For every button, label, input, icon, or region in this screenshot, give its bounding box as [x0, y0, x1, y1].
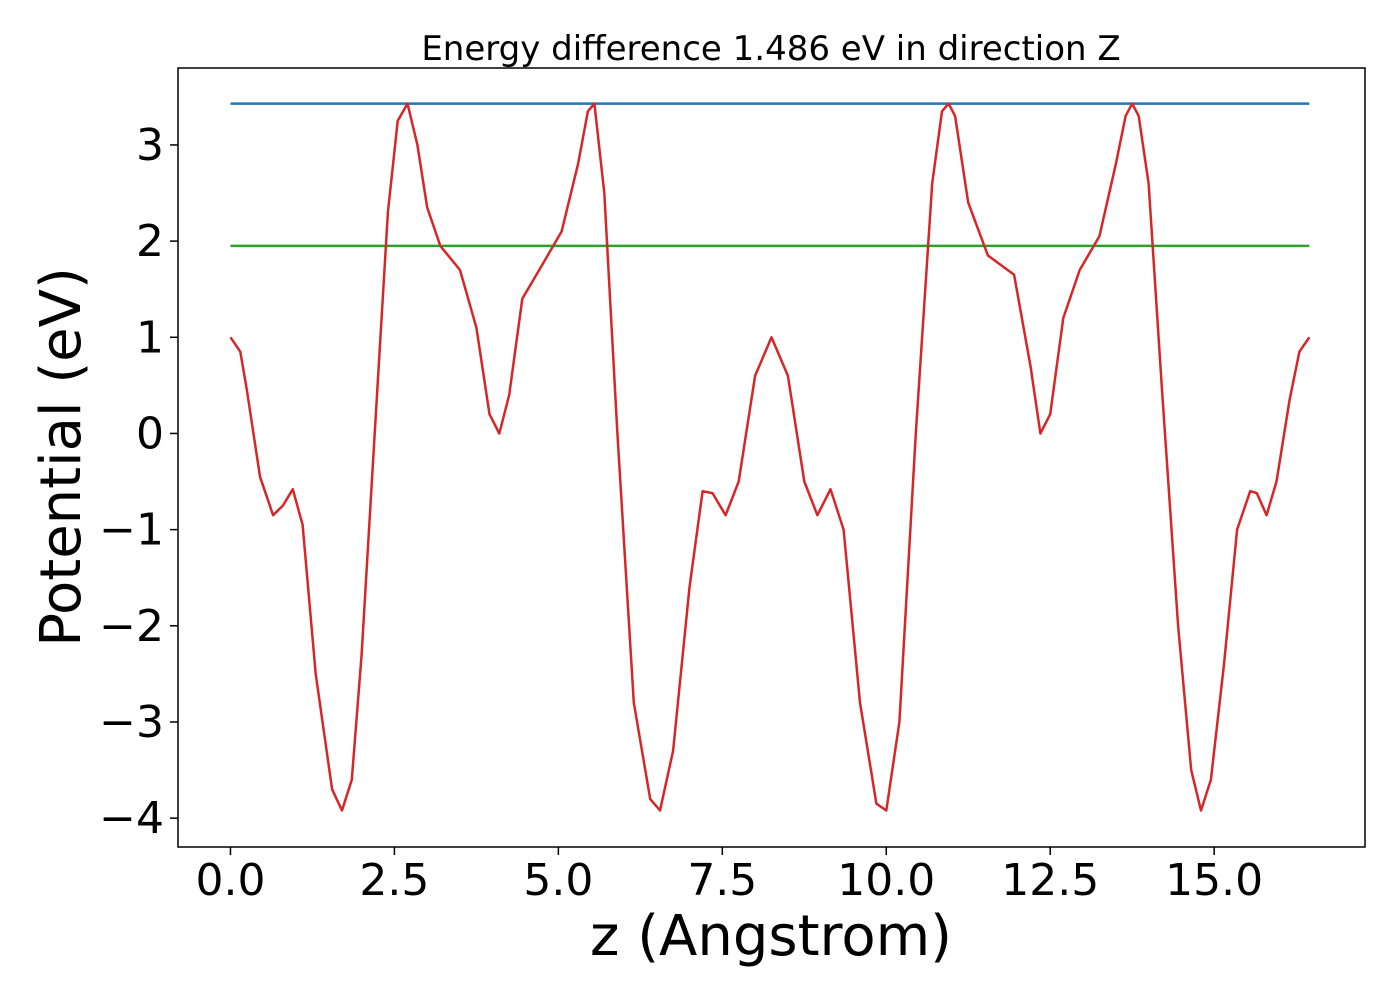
- y-tick-label: 2: [136, 216, 164, 267]
- y-tick-label: −2: [99, 601, 164, 652]
- x-tick-label: 10.0: [837, 855, 935, 906]
- y-tick-label: −3: [99, 697, 164, 748]
- y-tick-label: 3: [136, 120, 164, 171]
- series-line-2: [229, 102, 1311, 812]
- x-tick-label: 2.5: [359, 855, 429, 906]
- series-layer: [229, 102, 1311, 812]
- x-tick-label: 7.5: [687, 855, 757, 906]
- plot-area: [177, 67, 1366, 848]
- x-tick-label: 12.5: [1001, 855, 1099, 906]
- y-tick-label: −1: [99, 505, 164, 556]
- x-tick-label: 0.0: [195, 855, 265, 906]
- x-axis-ticks: 0.0 2.5 5.0 7.5 10.0 12.5 15.0: [195, 847, 1263, 906]
- x-axis-label: z (Angstrom): [590, 904, 952, 969]
- y-tick-label: 0: [136, 408, 164, 459]
- chart-title: Energy difference 1.486 eV in direction …: [421, 29, 1120, 69]
- x-tick-label: 5.0: [523, 855, 593, 906]
- y-axis-ticks: 3 2 1 0 −1 −2 −3 −4: [99, 120, 178, 844]
- y-tick-label: −4: [99, 793, 164, 844]
- x-tick-label: 15.0: [1165, 855, 1263, 906]
- y-axis-label: Potential (eV): [29, 267, 94, 647]
- y-tick-label: 1: [136, 312, 164, 363]
